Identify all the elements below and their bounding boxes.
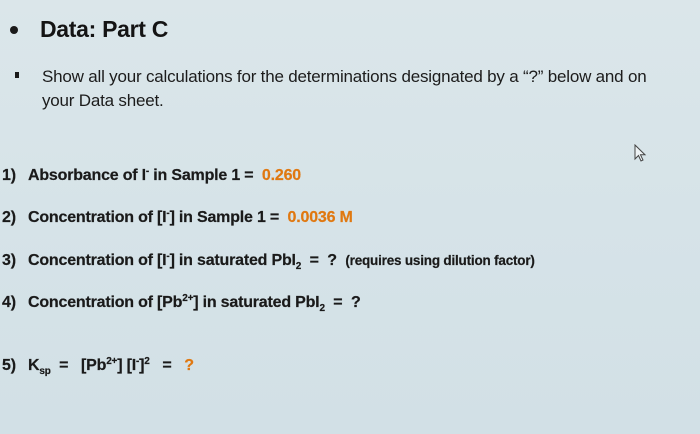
superscript: - <box>135 356 140 367</box>
item-text: Concentration of [Pb <box>28 294 183 311</box>
instructions-text: Show all your calculations for the deter… <box>42 67 647 110</box>
item-1: 1) Absorbance of I- in Sample 1 = 0.260 <box>2 166 301 185</box>
item-text: Concentration of [I <box>28 252 167 269</box>
superscript: - <box>145 166 150 177</box>
item-text: ] <box>139 357 145 374</box>
item-text: ] in Sample 1 = <box>169 209 288 226</box>
item-text: in Sample 1 = <box>149 167 262 184</box>
item-number: 4) <box>2 294 16 311</box>
bullet-square <box>15 72 19 78</box>
item-text: Absorbance of I <box>28 167 146 184</box>
item-text: = [Pb <box>50 357 107 374</box>
item-number: 3) <box>2 252 16 269</box>
subscript: 2 <box>295 261 302 272</box>
item-text: K <box>28 357 40 374</box>
superscript: - <box>166 251 170 262</box>
superscript: 2+ <box>182 293 194 304</box>
item-text: ] [I <box>117 357 136 374</box>
item-text: = ? <box>301 252 346 269</box>
item-number: 2) <box>2 209 16 226</box>
item-2: 2) Concentration of [I-] in Sample 1 = 0.… <box>2 208 353 227</box>
subscript: sp <box>39 366 51 377</box>
item-text: ] in saturated PbI <box>169 252 296 269</box>
superscript: - <box>166 208 170 219</box>
item-text: (requires using dilution factor) <box>345 253 535 268</box>
item-4: 4) Concentration of [Pb2+] in saturated P… <box>2 293 361 314</box>
item-3: 3) Concentration of [I-] in saturated PbI… <box>2 251 535 272</box>
item-number: 5) <box>2 357 16 374</box>
superscript: 2+ <box>106 356 118 367</box>
item-value: 0.260 <box>261 167 301 184</box>
item-value: 0.0036 M <box>287 209 353 226</box>
item-text: = <box>149 357 185 374</box>
item-value: ? <box>184 357 194 374</box>
item-text: = ? <box>324 294 361 311</box>
item-number: 1) <box>2 167 16 184</box>
subscript: 2 <box>319 303 325 314</box>
item-text: Concentration of [I <box>28 209 167 226</box>
superscript: 2 <box>144 356 150 367</box>
item-text: ] in saturated PbI <box>193 294 320 311</box>
slide-title: Data: Part C <box>40 16 169 42</box>
item-5: 5) Ksp = [Pb2+] [I-]2 = ? <box>2 356 194 377</box>
mouse-pointer-icon <box>634 143 648 169</box>
bullet-dot <box>10 26 18 34</box>
